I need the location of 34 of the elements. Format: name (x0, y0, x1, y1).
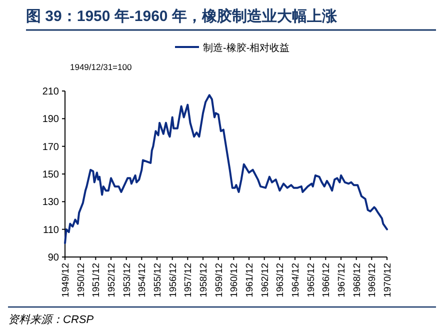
line-series (64, 94, 388, 244)
x-tick-label: 1955/12 (152, 263, 164, 298)
x-tick-label: 1962/12 (260, 263, 271, 298)
y-tick-label: 150 (42, 170, 60, 180)
x-tick-label: 1964/12 (290, 263, 302, 298)
legend-label: 制造-橡胶-相对收益 (203, 42, 290, 54)
x-tick-label: 1966/12 (321, 263, 332, 298)
x-tick-label: 1952/12 (106, 263, 118, 298)
x-tick-label: 1970/12 (382, 263, 394, 298)
text: 1949/12/31=100 (70, 62, 132, 72)
x-tick-label: 1963/12 (275, 263, 286, 298)
x-tick-label: 1950/12 (76, 263, 87, 298)
x-tick-label: 1969/12 (367, 263, 378, 298)
x-tick-label: 1954/12 (137, 263, 148, 298)
x-tick-label: 1958/12 (198, 263, 210, 298)
x-tick-label: 1951/12 (91, 263, 102, 298)
x-tick-label: 1949/12 (60, 263, 72, 298)
x-tick-label: 1965/12 (306, 263, 317, 298)
x-tick-label: 1957/12 (183, 263, 194, 298)
x-tick-label: 1967/12 (336, 263, 348, 298)
y-tick-label: 130 (42, 197, 60, 208)
y-tick-label: 190 (42, 114, 60, 126)
text: 资料来源：CRSP (8, 313, 94, 326)
x-tick-label: 1961/12 (244, 263, 256, 298)
x-tick-label: 1956/12 (168, 263, 179, 298)
y-tick-label: 170 (42, 142, 60, 153)
x-tick-label: 1959/12 (214, 263, 225, 298)
chart-title: 图 39：1950 年-1960 年，橡胶制造业大幅上涨 (26, 7, 338, 25)
y-tick-label: 110 (43, 224, 60, 236)
x-tick-label: 1953/12 (122, 263, 133, 298)
x-tick-label: 1960/12 (229, 263, 240, 298)
x-tick-label: 1968/12 (352, 263, 363, 298)
y-tick-label: 90 (48, 252, 60, 264)
y-tick-label: 210 (42, 86, 60, 98)
